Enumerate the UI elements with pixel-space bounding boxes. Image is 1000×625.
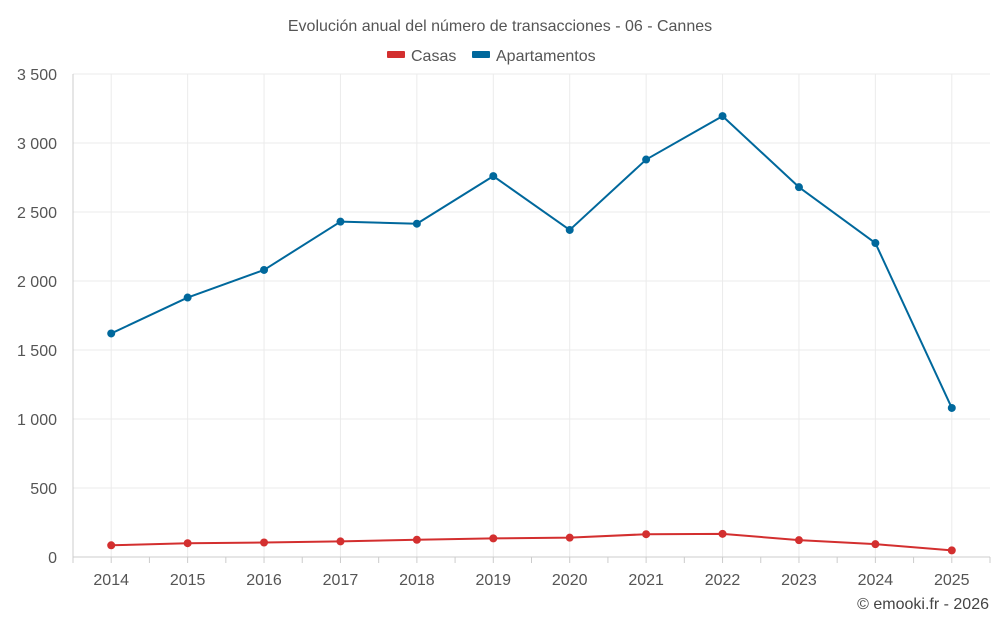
legend-swatch-casas xyxy=(387,51,405,58)
data-point-casas[interactable] xyxy=(412,535,421,544)
data-point-apartamentos[interactable] xyxy=(642,155,651,164)
data-point-casas[interactable] xyxy=(107,541,116,550)
legend-swatch-apartamentos xyxy=(472,51,490,58)
series-apartamentos xyxy=(107,112,956,412)
y-tick-label: 2 500 xyxy=(17,205,57,222)
x-tick-label: 2025 xyxy=(934,572,970,589)
series xyxy=(107,112,956,555)
x-tick-label: 2022 xyxy=(705,572,741,589)
data-point-casas[interactable] xyxy=(260,538,269,547)
x-tick-label: 2024 xyxy=(858,572,894,589)
data-point-casas[interactable] xyxy=(794,536,803,545)
x-tick-label: 2023 xyxy=(781,572,817,589)
data-point-casas[interactable] xyxy=(642,530,651,539)
series-line-apartamentos xyxy=(110,115,953,409)
data-point-apartamentos[interactable] xyxy=(794,183,803,192)
y-tick-label: 1 500 xyxy=(17,343,57,360)
chart-title: Evolución anual del número de transaccio… xyxy=(288,18,712,35)
data-point-casas[interactable] xyxy=(565,533,574,542)
grid xyxy=(72,73,990,558)
data-point-casas[interactable] xyxy=(718,529,727,538)
x-tick-label: 2021 xyxy=(628,572,664,589)
data-point-apartamentos[interactable] xyxy=(947,403,956,412)
data-point-apartamentos[interactable] xyxy=(565,225,574,234)
y-tick-label: 1 000 xyxy=(17,412,57,429)
x-axis: 2014 2015 2016 2017 2018 2019 2020 2021 2022 2023… xyxy=(72,557,991,589)
legend-label-casas[interactable]: Casas xyxy=(411,48,456,65)
data-point-apartamentos[interactable] xyxy=(412,219,421,228)
x-tick-label: 2020 xyxy=(552,572,588,589)
data-point-apartamentos[interactable] xyxy=(489,172,498,181)
data-point-apartamentos[interactable] xyxy=(183,293,192,302)
data-point-casas[interactable] xyxy=(947,546,956,555)
y-axis: 0 500 1 000 1 500 2 000 2 500 3 000 3 500 xyxy=(17,67,57,567)
x-tick-label: 2016 xyxy=(246,572,282,589)
series-line-casas xyxy=(111,532,952,552)
credit-text: © emooki.fr - 2026 xyxy=(857,596,989,613)
x-tick-label: 2019 xyxy=(475,572,511,589)
data-point-casas[interactable] xyxy=(336,537,345,546)
y-tick-label: 0 xyxy=(48,550,57,567)
x-tick-label: 2014 xyxy=(93,572,129,589)
data-point-casas[interactable] xyxy=(871,540,880,549)
data-point-casas[interactable] xyxy=(183,539,192,548)
data-point-apartamentos[interactable] xyxy=(336,217,345,226)
data-point-apartamentos[interactable] xyxy=(871,239,880,248)
y-tick-label: 2 000 xyxy=(17,274,57,291)
x-tick-label: 2018 xyxy=(399,572,435,589)
y-tick-label: 500 xyxy=(30,481,57,498)
x-tick-label: 2015 xyxy=(170,572,206,589)
data-point-apartamentos[interactable] xyxy=(107,329,116,338)
data-point-apartamentos[interactable] xyxy=(718,112,727,121)
y-tick-label: 3 000 xyxy=(17,136,57,153)
x-tick-label: 2017 xyxy=(323,572,359,589)
series-casas xyxy=(107,529,956,555)
data-point-casas[interactable] xyxy=(489,534,498,543)
legend: Casas Apartamentos xyxy=(387,48,596,65)
y-tick-label: 3 500 xyxy=(17,67,57,84)
data-point-apartamentos[interactable] xyxy=(260,265,269,274)
legend-label-apartamentos[interactable]: Apartamentos xyxy=(496,48,596,65)
